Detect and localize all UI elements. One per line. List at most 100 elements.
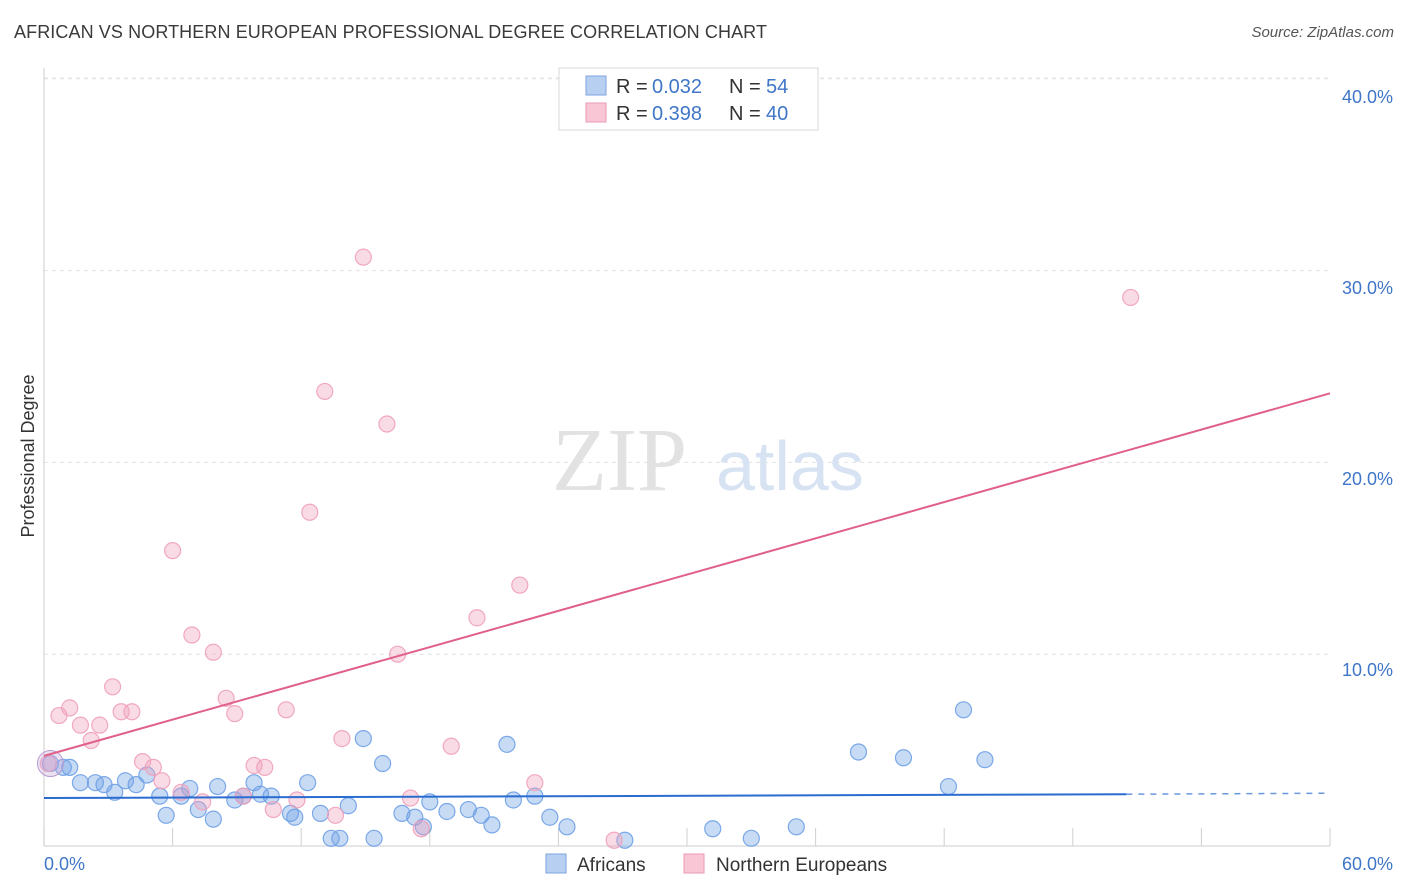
point-northern-europeans-16 — [204, 643, 222, 661]
y-tick-label-10: 10.0% — [1342, 660, 1393, 680]
point-africans-46 — [742, 829, 760, 847]
point-northern-europeans-36 — [511, 576, 529, 594]
legend-n-label-africans: N = — [729, 76, 761, 98]
x-tick-marks — [43, 828, 1331, 846]
y-axis-title: Professional Degree — [18, 374, 38, 537]
point-northern-europeans-8 — [123, 703, 141, 721]
series-legend-label-northern-europeans: Northern Europeans — [716, 855, 887, 876]
point-northern-europeans-23 — [277, 701, 295, 719]
x-tick-label-max: 60.0% — [1342, 854, 1393, 874]
point-africans-37 — [472, 806, 490, 824]
point-africans-45 — [704, 820, 722, 838]
point-africans-28 — [354, 729, 372, 748]
trend-line-africans — [43, 793, 1127, 800]
point-cluster-origin — [36, 750, 64, 778]
point-africans-20 — [262, 787, 280, 805]
watermark-zip: ZIP — [552, 411, 687, 510]
correlation-legend: R = 0.032 N = 54 R = 0.398 N = 40 — [558, 67, 819, 131]
point-northern-europeans-38 — [605, 831, 623, 849]
point-africans-2 — [71, 774, 90, 792]
legend-swatch-northern-europeans — [585, 102, 607, 123]
legend-r-value-northern-europeans: 0.398 — [652, 103, 702, 125]
point-northern-europeans-10 — [144, 758, 162, 776]
point-africans-30 — [374, 754, 392, 773]
trend-lines — [43, 392, 1331, 800]
point-northern-europeans-20 — [245, 756, 263, 775]
scatter-points — [36, 248, 1140, 849]
point-northern-europeans-17 — [217, 689, 235, 707]
point-africans-26 — [331, 829, 349, 847]
point-africans-40 — [504, 791, 522, 809]
point-northern-europeans-14 — [183, 626, 201, 644]
point-northern-europeans-24 — [288, 791, 306, 809]
point-northern-europeans-5 — [91, 716, 109, 734]
series-legend-label-africans: Africans — [577, 855, 646, 876]
point-africans-9 — [151, 787, 169, 805]
point-africans-10 — [157, 806, 175, 824]
point-northern-europeans-29 — [354, 248, 372, 266]
point-northern-europeans-32 — [401, 789, 420, 807]
source-credit: Source: ZipAtlas.com — [1251, 24, 1394, 41]
point-northern-europeans-18 — [226, 705, 244, 723]
point-africans-16 — [226, 791, 244, 809]
point-africans-7 — [127, 776, 145, 794]
legend-r-label-africans: R = — [616, 76, 648, 98]
point-northern-europeans-27 — [326, 806, 345, 824]
watermark-atlas: atlas — [716, 427, 864, 505]
legend-n-value-africans: 54 — [766, 76, 788, 98]
grid-lines — [44, 77, 1330, 655]
legend-n-value-northern-europeans: 40 — [766, 103, 788, 125]
point-northern-europeans-25 — [301, 503, 319, 521]
point-africans-38 — [483, 816, 501, 834]
point-africans-48 — [849, 743, 868, 761]
point-africans-52 — [976, 751, 994, 769]
point-northern-europeans-2 — [61, 699, 79, 717]
legend-r-value-africans: 0.032 — [652, 76, 702, 98]
point-africans-39 — [498, 735, 516, 753]
chart-title: AFRICAN VS NORTHERN EUROPEAN PROFESSIONA… — [14, 22, 768, 42]
x-tick-label-min: 0.0% — [44, 854, 85, 874]
point-africans-22 — [286, 808, 304, 826]
point-africans-42 — [541, 808, 559, 826]
trend-line-northern-europeans — [43, 392, 1331, 757]
point-northern-europeans-39 — [1122, 288, 1140, 307]
point-africans-12 — [181, 779, 199, 798]
legend-swatch-africans — [585, 75, 607, 96]
series-legend: Africans Northern Europeans — [545, 853, 887, 876]
point-northern-europeans-37 — [526, 774, 544, 792]
legend-r-label-northern-europeans: R = — [616, 103, 648, 125]
point-africans-14 — [204, 810, 222, 828]
point-africans-43 — [558, 818, 576, 836]
point-africans-51 — [954, 701, 973, 719]
y-tick-label-40: 40.0% — [1342, 87, 1393, 107]
series-legend-swatch-northern-europeans — [683, 853, 705, 874]
point-africans-34 — [421, 793, 439, 811]
point-africans-49 — [894, 749, 913, 767]
legend-n-label-northern-europeans: N = — [729, 103, 761, 125]
point-africans-6 — [116, 772, 135, 790]
series-legend-swatch-africans — [545, 853, 567, 874]
point-northern-europeans-12 — [164, 542, 182, 560]
point-africans-31 — [393, 804, 411, 822]
point-northern-europeans-22 — [264, 800, 282, 819]
y-tick-label-20: 20.0% — [1342, 469, 1393, 489]
point-northern-europeans-28 — [333, 729, 351, 748]
point-northern-europeans-21 — [256, 758, 274, 776]
point-africans-29 — [365, 829, 383, 847]
point-northern-europeans-35 — [468, 609, 486, 627]
y-tick-label-30: 30.0% — [1342, 278, 1393, 298]
point-africans-50 — [939, 777, 958, 796]
point-northern-europeans-30 — [378, 415, 396, 433]
point-africans-23 — [299, 774, 317, 792]
trend-line-extension-africans — [1126, 792, 1331, 795]
point-northern-europeans-13 — [172, 783, 190, 801]
point-northern-europeans-11 — [153, 772, 171, 790]
point-northern-europeans-9 — [133, 753, 152, 771]
point-northern-europeans-26 — [316, 382, 334, 401]
point-northern-europeans-19 — [234, 787, 252, 805]
point-northern-europeans-6 — [103, 678, 122, 696]
point-africans-5 — [106, 783, 124, 801]
point-africans-47 — [787, 818, 805, 836]
point-africans-15 — [209, 777, 227, 796]
